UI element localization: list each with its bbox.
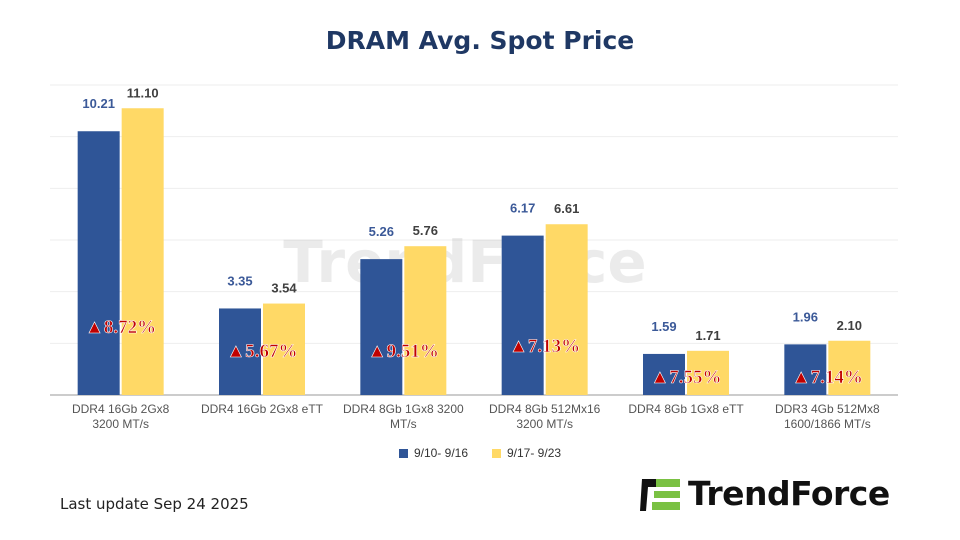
legend-label: 9/10- 9/16 bbox=[413, 446, 468, 460]
data-label: 3.35 bbox=[227, 273, 252, 288]
category-label: DDR4 16Gb 2Gx8 bbox=[72, 402, 170, 416]
data-label: 6.61 bbox=[554, 201, 579, 216]
legend: 9/10- 9/16 9/17- 9/23 bbox=[0, 446, 960, 460]
last-update-text: Last update Sep 24 2025 bbox=[60, 495, 249, 513]
category-label: DDR4 16Gb 2Gx8 eTT bbox=[201, 402, 324, 416]
change-annotation: ▲8.72% bbox=[85, 317, 156, 338]
category-label: MT/s bbox=[390, 417, 417, 431]
bar bbox=[360, 259, 403, 395]
legend-label: 9/17- 9/23 bbox=[507, 446, 562, 460]
data-label: 1.59 bbox=[651, 319, 676, 334]
bar bbox=[77, 131, 120, 395]
data-label: 5.26 bbox=[369, 224, 394, 239]
category-label: 1600/1866 MT/s bbox=[784, 417, 871, 431]
data-label: 2.10 bbox=[837, 318, 862, 333]
category-label: DDR4 8Gb 1Gx8 3200 bbox=[343, 402, 464, 416]
legend-swatch bbox=[398, 448, 408, 458]
data-label: 6.17 bbox=[510, 201, 535, 216]
bar bbox=[545, 224, 588, 395]
category-label: DDR3 4Gb 512Mx8 bbox=[775, 402, 880, 416]
legend-swatch bbox=[492, 448, 501, 458]
bar bbox=[219, 308, 261, 395]
legend-item-series-1: 9/10- 9/16 bbox=[398, 446, 468, 460]
trendforce-logo: TrendForce bbox=[640, 474, 890, 513]
data-label: 11.10 bbox=[127, 85, 159, 100]
change-annotation: ▲7.55% bbox=[650, 367, 721, 388]
bar bbox=[828, 340, 871, 395]
bar bbox=[687, 350, 729, 395]
logo-text: TrendForce bbox=[688, 474, 890, 513]
logo-mark-icon bbox=[640, 478, 680, 511]
change-annotation: ▲7.14% bbox=[792, 367, 863, 388]
bar bbox=[404, 246, 447, 395]
category-label: 3200 MT/s bbox=[516, 417, 573, 431]
category-label: DDR4 8Gb 512Mx16 bbox=[489, 402, 601, 416]
change-annotation: ▲9.51% bbox=[368, 341, 439, 362]
data-label: 5.76 bbox=[413, 223, 438, 238]
category-label: DDR4 8Gb 1Gx8 eTT bbox=[628, 402, 744, 416]
change-annotation: ▲7.13% bbox=[509, 336, 580, 357]
data-label: 3.54 bbox=[271, 281, 297, 296]
bar bbox=[263, 303, 305, 395]
data-label: 10.21 bbox=[82, 96, 115, 111]
category-label: 3200 MT/s bbox=[92, 417, 149, 431]
bar bbox=[643, 353, 685, 395]
change-annotation: ▲5.67% bbox=[226, 341, 297, 362]
chart-title: DRAM Avg. Spot Price bbox=[325, 26, 635, 55]
bar bbox=[121, 108, 164, 395]
data-label: 1.96 bbox=[793, 309, 818, 324]
bar bbox=[501, 235, 544, 395]
legend-item-series-2: 9/17- 9/23 bbox=[492, 446, 561, 460]
data-label: 1.71 bbox=[695, 328, 720, 343]
watermark: TrendForce bbox=[283, 228, 646, 296]
bar bbox=[784, 344, 827, 395]
